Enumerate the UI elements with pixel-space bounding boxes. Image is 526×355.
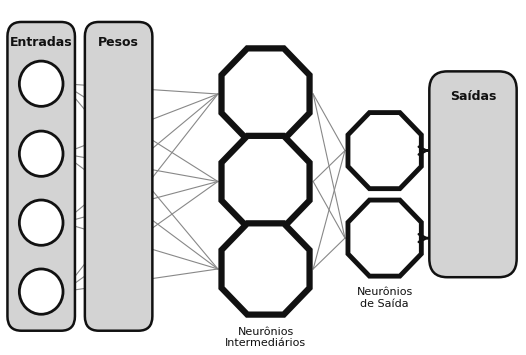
Text: Saídas: Saídas (450, 90, 496, 103)
Polygon shape (221, 223, 309, 315)
Polygon shape (221, 136, 309, 227)
FancyBboxPatch shape (7, 22, 75, 331)
FancyBboxPatch shape (429, 71, 517, 277)
Circle shape (19, 269, 63, 314)
Polygon shape (348, 113, 421, 189)
Circle shape (19, 131, 63, 176)
Text: Neurônios
Intermediários: Neurônios Intermediários (225, 327, 306, 348)
Text: Neurônios
de Saída: Neurônios de Saída (357, 288, 413, 309)
Polygon shape (221, 48, 309, 140)
Circle shape (19, 61, 63, 106)
FancyBboxPatch shape (85, 22, 153, 331)
Text: Entradas: Entradas (10, 36, 73, 49)
Polygon shape (348, 200, 421, 276)
Circle shape (19, 200, 63, 245)
Text: Pesos: Pesos (98, 36, 139, 49)
